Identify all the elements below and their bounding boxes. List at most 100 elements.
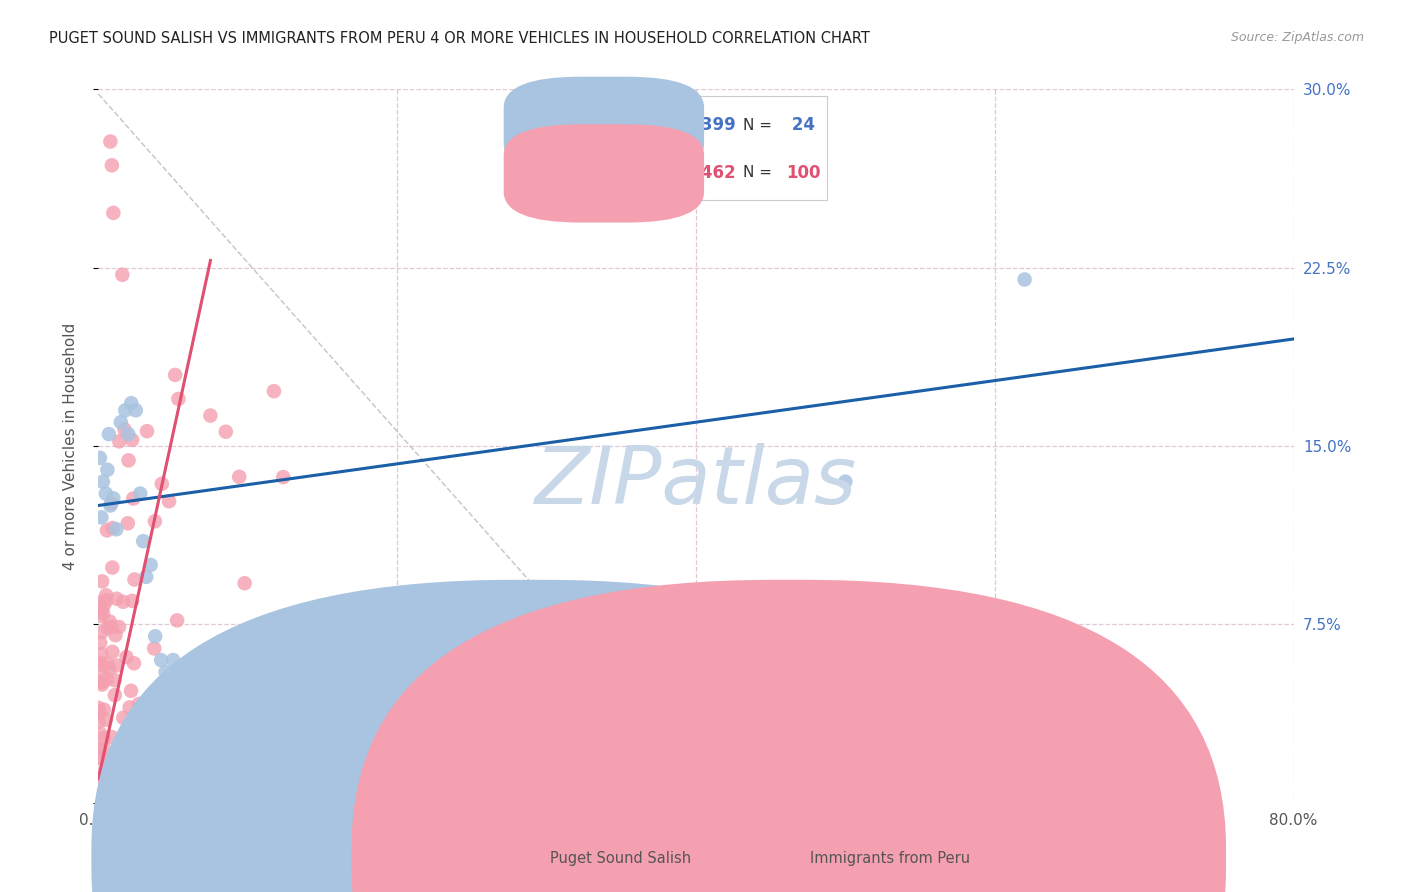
Point [1014, 272, 1036, 286]
Point [98, 662, 121, 676]
Point [371, 631, 394, 645]
Point [90, 751, 112, 765]
Point [90, 752, 112, 766]
Point [91, 781, 114, 796]
Point [103, 491, 125, 506]
Point [89, 656, 111, 670]
Point [155, 665, 177, 679]
Point [100, 496, 122, 510]
Point [91, 606, 114, 620]
Point [91, 677, 114, 691]
Point [90, 602, 112, 616]
Point [143, 629, 166, 643]
Point [122, 491, 145, 506]
Point [96, 657, 118, 671]
Point [104, 775, 127, 789]
Point [104, 688, 127, 702]
Point [93, 741, 115, 756]
Point [98, 135, 122, 149]
Point [93, 598, 115, 612]
Text: PUGET SOUND SALISH VS IMMIGRANTS FROM PERU 4 OR MORE VEHICLES IN HOUSEHOLD CORRE: PUGET SOUND SALISH VS IMMIGRANTS FROM PE… [49, 31, 870, 46]
Point [87, 701, 110, 715]
Point [91, 771, 114, 785]
Point [93, 764, 115, 779]
Point [110, 415, 132, 429]
Point [143, 762, 166, 776]
Point [231, 718, 253, 732]
Point [143, 514, 166, 528]
Point [160, 736, 183, 750]
Point [105, 522, 128, 536]
Point [120, 718, 142, 732]
Point [117, 516, 139, 531]
Point [94, 588, 117, 602]
Point [115, 650, 138, 665]
Point [114, 403, 136, 417]
Point [129, 486, 152, 500]
Point [103, 673, 125, 688]
Point [96, 463, 118, 477]
Point [228, 470, 250, 484]
Point [89, 706, 111, 721]
Point [120, 396, 142, 410]
Point [87, 705, 110, 719]
Point [143, 641, 166, 656]
Point [89, 674, 111, 689]
Point [114, 422, 136, 436]
Point [89, 726, 111, 740]
Point [118, 700, 141, 714]
Point [105, 658, 128, 673]
Point [94, 713, 117, 727]
Point [271, 470, 294, 484]
Point [148, 692, 170, 706]
Point [104, 747, 127, 762]
Point [150, 653, 173, 667]
Text: Source: ZipAtlas.com: Source: ZipAtlas.com [1230, 31, 1364, 45]
Point [135, 570, 157, 584]
Point [101, 521, 124, 535]
Point [105, 591, 128, 606]
Point [97, 621, 120, 635]
Point [111, 268, 134, 282]
Point [200, 409, 222, 423]
Point [165, 368, 187, 382]
Point [375, 745, 398, 759]
Point [363, 749, 385, 764]
Point [101, 158, 124, 172]
Point [157, 494, 180, 508]
Point [124, 573, 146, 587]
Point [117, 427, 139, 442]
Point [96, 672, 118, 686]
Point [150, 476, 173, 491]
Point [122, 657, 145, 671]
Point [834, 475, 856, 489]
Point [139, 558, 162, 572]
Point [125, 403, 148, 417]
Point [112, 595, 135, 609]
Point [215, 425, 238, 439]
Point [121, 594, 143, 608]
Point [121, 433, 143, 447]
Point [91, 475, 114, 489]
Point [93, 731, 115, 745]
Point [167, 392, 190, 406]
Point [93, 703, 115, 717]
Point [87, 714, 110, 729]
Point [103, 206, 125, 220]
Point [89, 595, 111, 609]
Point [162, 653, 184, 667]
Point [108, 620, 131, 634]
Point [132, 534, 155, 549]
Point [96, 593, 118, 607]
Point [89, 450, 111, 465]
Point [228, 742, 250, 756]
Point [97, 427, 120, 442]
Point [120, 683, 142, 698]
Point [104, 772, 127, 787]
Point [263, 384, 285, 399]
Point [101, 560, 124, 574]
Point [94, 776, 117, 790]
Point [101, 645, 124, 659]
Point [91, 574, 114, 589]
Y-axis label: 4 or more Vehicles in Household: 4 or more Vehicles in Household [63, 322, 77, 570]
